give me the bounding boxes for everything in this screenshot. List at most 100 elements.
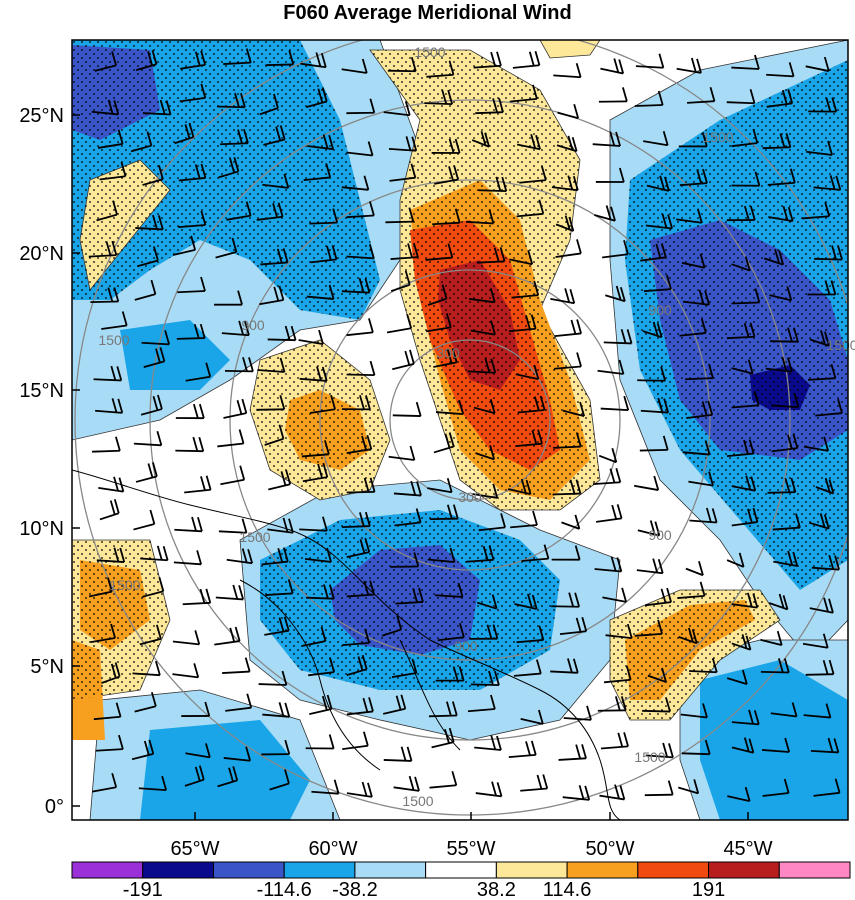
colorbar-swatch bbox=[142, 861, 214, 879]
wind-barb-flag bbox=[233, 157, 240, 172]
lat-label: 5°N bbox=[30, 656, 64, 678]
wind-barb-flag bbox=[711, 508, 718, 523]
wind-barb-flag bbox=[118, 734, 124, 750]
lon-label: 55°W bbox=[446, 838, 495, 860]
wind-barb-shaft bbox=[555, 223, 574, 232]
wind-barb-shaft bbox=[268, 483, 291, 491]
wind-barb-shaft bbox=[172, 673, 199, 679]
wind-barb-flag bbox=[754, 288, 761, 303]
coastline bbox=[72, 469, 621, 820]
wind-barb-shaft bbox=[99, 175, 126, 181]
wind-barb-shaft bbox=[306, 295, 334, 300]
wind-barb-flag bbox=[243, 129, 249, 144]
wind-barb-shaft bbox=[382, 707, 406, 715]
wind-barb-flag bbox=[831, 97, 838, 112]
wind-barb-flag bbox=[492, 483, 499, 499]
wind-barb-flag bbox=[120, 162, 127, 177]
wind-barb-flag bbox=[279, 395, 286, 410]
wind-barb-flag bbox=[614, 784, 620, 799]
wind-barb-shaft bbox=[302, 476, 328, 483]
wind-barb-flag bbox=[328, 134, 334, 150]
wind-barb-flag bbox=[191, 516, 197, 532]
wind-barb-flag bbox=[661, 667, 667, 683]
wind-barb-shaft bbox=[685, 377, 713, 381]
wind-barb-shaft bbox=[554, 332, 582, 338]
wind-barb-shaft bbox=[603, 341, 632, 345]
wind-barb-flag bbox=[328, 284, 335, 300]
wind-barb-shaft bbox=[510, 97, 538, 103]
wind-barb-flag bbox=[704, 440, 711, 455]
wind-barb-flag bbox=[198, 403, 205, 419]
wind-barb-shaft bbox=[184, 488, 211, 494]
wind-barb-shaft bbox=[551, 186, 578, 192]
wind-barb-shaft bbox=[767, 491, 796, 494]
wind-barb-shaft bbox=[603, 678, 631, 684]
wind-barb-shaft bbox=[679, 332, 706, 337]
wind-barb-shaft bbox=[385, 220, 414, 224]
wind-barb-flag bbox=[359, 395, 365, 410]
wind-barb-flag bbox=[568, 592, 575, 607]
wind-barb-shaft bbox=[300, 62, 326, 69]
wind-barb-flag bbox=[199, 588, 206, 604]
wind-barb-shaft bbox=[92, 449, 120, 453]
wind-barb-flag bbox=[662, 742, 668, 758]
wind-barb-flag bbox=[404, 350, 411, 366]
wind-barb-flag bbox=[320, 53, 327, 68]
range-ring-label: 900 bbox=[454, 638, 478, 654]
wind-barb-shaft bbox=[727, 795, 750, 803]
wind-barb-shaft bbox=[225, 706, 252, 712]
wind-barb-flag bbox=[107, 287, 114, 302]
wind-barb-flag bbox=[782, 206, 789, 221]
wind-barb-flag bbox=[119, 547, 126, 563]
wind-barb-shaft bbox=[132, 672, 160, 677]
wind-barb-shaft bbox=[346, 448, 372, 455]
wind-barb-flag bbox=[789, 168, 796, 184]
wind-barb-shaft bbox=[467, 708, 495, 713]
wind-barb-shaft bbox=[516, 143, 541, 151]
wind-barb-flag bbox=[332, 208, 339, 223]
wind-barb-flag bbox=[795, 513, 801, 528]
wind-barb-shaft bbox=[561, 521, 580, 530]
wind-barb-flag bbox=[288, 518, 294, 533]
wind-barb-shaft bbox=[731, 66, 759, 70]
wind-barb-flag bbox=[617, 732, 624, 748]
wind-barb-flag bbox=[363, 580, 370, 596]
wind-barb-flag bbox=[361, 781, 368, 797]
wind-barb-flag bbox=[823, 56, 830, 72]
wind-barb-flag bbox=[369, 580, 375, 595]
wind-barb-shaft bbox=[172, 640, 200, 646]
wind-barb-flag bbox=[105, 241, 112, 256]
wind-barb-shaft bbox=[478, 526, 506, 532]
wind-barb-flag bbox=[121, 311, 128, 326]
wind-barb-flag bbox=[151, 50, 158, 65]
wind-barb-flag bbox=[574, 592, 580, 607]
wind-barb-shaft bbox=[346, 331, 374, 337]
wind-barb-flag bbox=[365, 395, 371, 410]
wind-barb-shaft bbox=[763, 257, 784, 266]
wind-barb-shaft bbox=[474, 746, 502, 751]
wind-barb-flag bbox=[496, 51, 502, 67]
wind-barb-flag bbox=[451, 348, 458, 363]
wind-barb-flag bbox=[663, 398, 670, 413]
range-rings bbox=[74, 40, 848, 816]
wind-barb-flag bbox=[537, 429, 543, 444]
wind-barb-flag bbox=[827, 140, 833, 156]
wind-barb-shaft bbox=[731, 721, 759, 726]
wind-barb-flag bbox=[242, 357, 248, 372]
wind-barb-shaft bbox=[765, 367, 793, 373]
wind-barb-flag bbox=[283, 616, 290, 632]
wind-barb-flag bbox=[441, 89, 448, 105]
wind-barb-flag bbox=[114, 662, 121, 677]
wind-barb-shaft bbox=[383, 759, 412, 762]
wind-barb-shaft bbox=[803, 714, 831, 719]
wind-barb-shaft bbox=[216, 105, 245, 109]
wind-barb-shaft bbox=[510, 524, 538, 529]
wind-barb-shaft bbox=[265, 592, 293, 596]
wind-barb-shaft bbox=[88, 254, 117, 258]
wind-barb-flag bbox=[396, 615, 403, 630]
wind-barb-flag bbox=[657, 559, 664, 574]
wind-barb-shaft bbox=[341, 290, 370, 294]
wind-barb-shaft bbox=[434, 178, 459, 185]
wind-barb-flag bbox=[787, 357, 793, 372]
wind-barb-flag bbox=[409, 349, 415, 365]
